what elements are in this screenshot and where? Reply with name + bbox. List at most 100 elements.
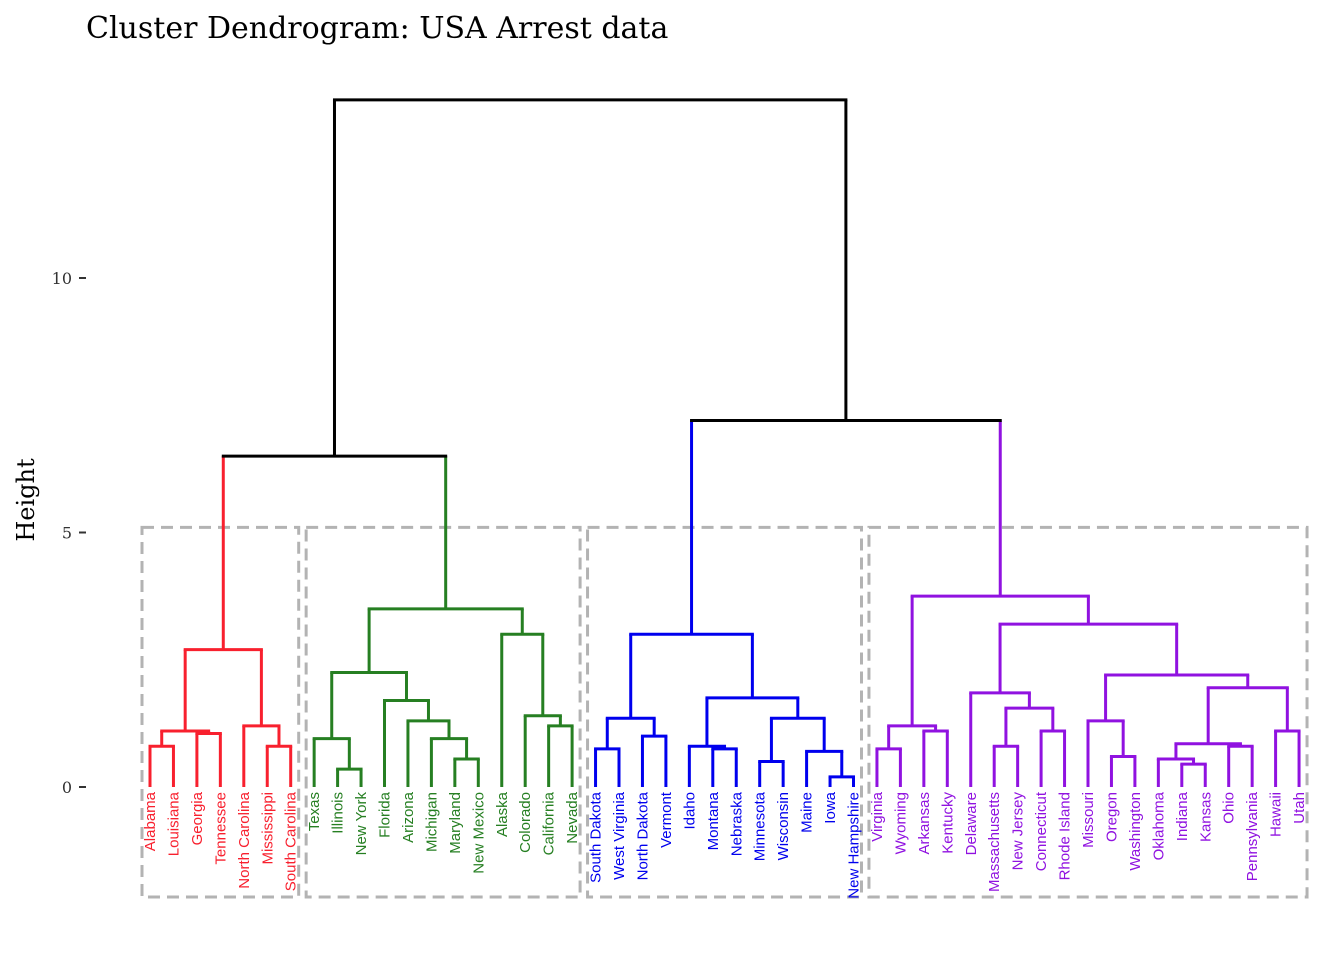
chart-title: Cluster Dendrogram: USA Arrest data xyxy=(86,11,668,46)
merge-l18-l48 xyxy=(332,98,848,457)
leaf-label-louisiana: Louisiana xyxy=(165,791,182,856)
leaf-label-hawaii: Hawaii xyxy=(1268,792,1285,837)
leaf-label-tennessee: Tennessee xyxy=(212,792,229,865)
merge-montana-nebraska xyxy=(711,747,738,787)
leaf-label-missouri: Missouri xyxy=(1080,792,1097,848)
merge-virginia-wyoming xyxy=(875,747,902,787)
leaf-label-iowa: Iowa xyxy=(822,791,839,823)
merge-maine-l25 xyxy=(805,749,844,787)
merge-hawaii-utah xyxy=(1274,729,1301,787)
merge-l19-l20 xyxy=(605,716,656,749)
leaf-label-illinois: Illinois xyxy=(330,792,347,834)
merge-l23-l27 xyxy=(705,696,800,747)
leaf-label-texas: Texas xyxy=(306,792,323,831)
leaf-label-washington: Washington xyxy=(1127,792,1144,871)
merge-l6-l17 xyxy=(221,454,448,650)
merge-indiana-kansas xyxy=(1180,762,1207,787)
merge-ohio-pennsylvania xyxy=(1227,744,1254,787)
leaf-label-california: California xyxy=(541,791,558,855)
leaf-label-kansas: Kansas xyxy=(1197,792,1214,842)
leaf-label-new-hampshire: New Hampshire xyxy=(846,792,863,899)
merge-south-dakota-west-virginia xyxy=(594,747,621,787)
merge-alaska-l15 xyxy=(500,632,545,787)
merge-l21-l28 xyxy=(629,632,754,719)
merge-georgia-tennessee xyxy=(195,732,222,787)
leaf-label-massachusetts: Massachusetts xyxy=(986,792,1003,892)
leaf-label-oregon: Oregon xyxy=(1103,792,1120,842)
merge-massachusetts-new-jersey xyxy=(992,744,1020,787)
merge-l3-l5 xyxy=(183,648,263,732)
leaf-label-nevada: Nevada xyxy=(564,791,581,843)
leaf-label-nebraska: Nebraska xyxy=(728,791,745,856)
y-tick-label-10: 10 xyxy=(52,269,72,288)
leaf-label-wyoming: Wyoming xyxy=(892,792,909,854)
merge-iowa-new-hampshire xyxy=(828,775,855,787)
merge-oregon-washington xyxy=(1109,754,1137,787)
merge-l38-l44 xyxy=(1104,673,1250,721)
leaf-label-michigan: Michigan xyxy=(423,792,440,852)
merge-arizona-l10 xyxy=(406,719,451,787)
leaf-label-south-dakota: South Dakota xyxy=(588,791,605,883)
leaf-label-new-jersey: New Jersey xyxy=(1010,792,1027,871)
leaf-label-oklahoma: Oklahoma xyxy=(1150,791,1167,860)
merge-connecticut-rhode-island xyxy=(1039,729,1067,787)
leaf-label-kentucky: Kentucky xyxy=(939,792,956,854)
dendrogram-branches xyxy=(148,98,1301,787)
merge-l30-l31 xyxy=(887,724,938,749)
merge-texas-l7 xyxy=(312,737,351,787)
cluster-box-2 xyxy=(304,525,582,899)
leaf-label-north-dakota: North Dakota xyxy=(634,791,651,880)
y-tick-label-0: 0 xyxy=(62,778,72,797)
leaf-label-maryland: Maryland xyxy=(447,792,464,854)
leaf-label-rhode-island: Rhode Island xyxy=(1057,792,1074,880)
leaf-label-arkansas: Arkansas xyxy=(916,792,933,855)
y-tick-label-5: 5 xyxy=(62,524,72,543)
merge-north-carolina-l4 xyxy=(242,724,281,787)
cluster-box-4 xyxy=(867,525,1309,899)
leaf-label-virginia: Virginia xyxy=(869,791,886,841)
leaf-label-arizona: Arizona xyxy=(400,791,417,843)
leaf-label-west-virginia: West Virginia xyxy=(611,791,628,879)
merge-michigan-l9 xyxy=(429,737,469,787)
leaf-label-delaware: Delaware xyxy=(963,792,980,855)
leaf-label-new-mexico: New Mexico xyxy=(470,792,487,874)
leaf-label-alabama: Alabama xyxy=(142,791,159,851)
leaf-label-georgia: Georgia xyxy=(189,791,206,845)
leaf-label-indiana: Indiana xyxy=(1174,791,1191,841)
merge-alabama-louisiana xyxy=(148,744,175,787)
merge-maryland-new-mexico xyxy=(453,757,480,787)
leaf-label-vermont: Vermont xyxy=(658,791,675,848)
merge-mississippi-south-carolina xyxy=(265,744,293,787)
leaf-label-pennsylvania: Pennsylvania xyxy=(1244,791,1261,881)
merge-arkansas-kentucky xyxy=(922,729,949,787)
y-axis: 0 5 10 xyxy=(52,269,86,797)
leaf-label-new-york: New York xyxy=(353,792,370,856)
leaf-label-ohio: Ohio xyxy=(1221,792,1238,824)
merge-north-dakota-vermont xyxy=(640,734,668,787)
leaf-label-minnesota: Minnesota xyxy=(752,791,769,861)
merge-l33-l34 xyxy=(1004,706,1055,747)
leaf-label-idaho: Idaho xyxy=(681,792,698,830)
leaf-label-maine: Maine xyxy=(799,792,816,833)
merge-idaho-l22 xyxy=(687,744,727,787)
leaf-label-florida: Florida xyxy=(377,791,394,838)
cluster-box-1 xyxy=(140,525,301,899)
leaf-label-montana: Montana xyxy=(705,791,722,850)
leaf-label-wisconsin: Wisconsin xyxy=(775,792,792,860)
merge-california-nevada xyxy=(547,724,574,787)
leaf-label-south-carolina: South Carolina xyxy=(283,791,300,891)
merge-l36-l45 xyxy=(998,622,1179,693)
cluster-boxes xyxy=(140,525,1309,899)
y-axis-label: Height xyxy=(12,458,40,542)
merge-minnesota-wisconsin xyxy=(758,760,785,787)
leaf-label-alaska: Alaska xyxy=(494,791,511,837)
leaf-label-mississippi: Mississippi xyxy=(259,792,276,865)
merge-missouri-l37 xyxy=(1086,719,1125,787)
merge-illinois-new-york xyxy=(336,767,363,787)
leaf-label-colorado: Colorado xyxy=(517,792,534,853)
leaf-label-north-carolina: North Carolina xyxy=(236,791,253,888)
cluster-box-3 xyxy=(586,525,863,899)
leaf-label-utah: Utah xyxy=(1291,792,1308,824)
